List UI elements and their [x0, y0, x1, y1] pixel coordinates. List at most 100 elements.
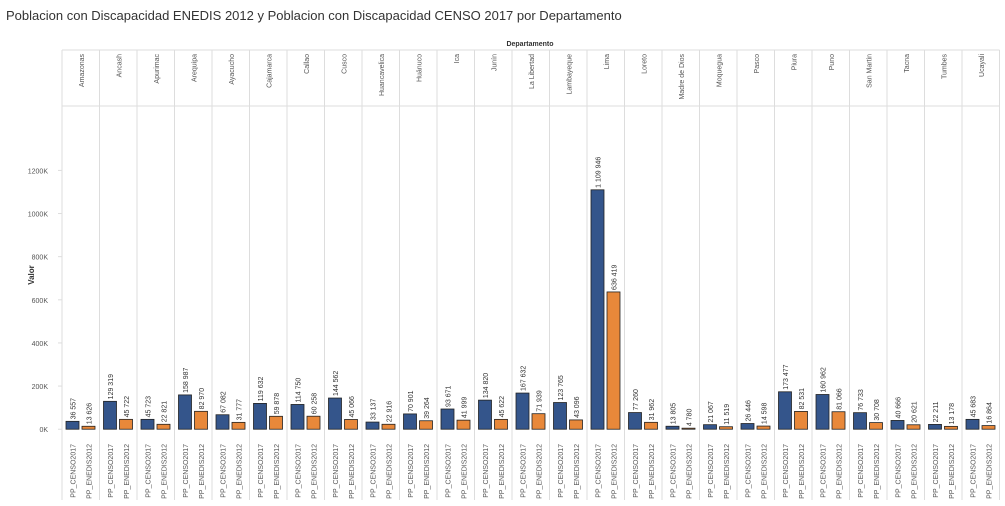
- bar: [419, 420, 433, 430]
- value-label: 26 446: [746, 400, 753, 422]
- bar: [890, 420, 905, 430]
- value-label: 123 765: [558, 375, 565, 400]
- x-tick-label: PP_CENSO2017: [371, 444, 378, 498]
- bar: [644, 421, 658, 430]
- department-label: Ayacucho: [229, 54, 236, 85]
- value-label: 160 962: [821, 367, 828, 392]
- x-tick-label: PP_ENEDIS2012: [537, 444, 544, 499]
- value-label: 20 621: [912, 401, 919, 423]
- x-tick-label: PP_ENEDIS2012: [499, 444, 506, 499]
- bar: [290, 404, 305, 430]
- value-label: 77 260: [633, 389, 640, 411]
- x-tick-label: PP_CENSO2017: [858, 444, 865, 498]
- bar: [269, 415, 283, 430]
- x-tick-label: PP_ENEDIS2012: [199, 444, 206, 499]
- x-tick-label: PP_ENEDIS2012: [799, 444, 806, 499]
- bar: [178, 394, 192, 430]
- bar: [403, 413, 417, 430]
- value-label: 82 970: [199, 388, 206, 410]
- bar: [215, 414, 230, 430]
- x-tick-label: PP_CENSO2017: [896, 444, 903, 498]
- x-tick-label: PP_ENEDIS2012: [349, 444, 356, 499]
- value-label: 67 082: [221, 391, 228, 413]
- y-tick-label: 600K: [32, 298, 49, 305]
- bar: [831, 411, 846, 430]
- department-label: Puno: [829, 54, 836, 70]
- value-label: 129 319: [108, 374, 115, 399]
- department-label: Tumbes: [941, 54, 948, 80]
- department-label: San Martin: [866, 54, 873, 88]
- value-label: 76 733: [858, 389, 865, 411]
- x-tick-label: PP_ENEDIS2012: [687, 444, 694, 499]
- x-tick-label: PP_CENSO2017: [596, 444, 603, 498]
- value-label: 81 066: [837, 388, 844, 410]
- department-label: Apurimac: [154, 54, 161, 84]
- x-tick-label: PP_CENSO2017: [671, 444, 678, 498]
- x-tick-label: PP_ENEDIS2012: [387, 444, 394, 499]
- bar: [740, 423, 755, 430]
- x-tick-label: PP_ENEDIS2012: [424, 444, 431, 499]
- column-header: Departamento: [506, 41, 553, 48]
- x-tick-label: PP_CENSO2017: [446, 444, 453, 498]
- bar: [381, 423, 396, 430]
- value-label: 173 477: [783, 364, 790, 389]
- x-tick-label: PP_CENSO2017: [183, 444, 190, 498]
- bar: [703, 424, 717, 430]
- x-tick-label: PP_ENEDIS2012: [874, 444, 881, 499]
- value-label: 13 626: [87, 403, 94, 425]
- x-tick-label: PP_CENSO2017: [483, 444, 490, 498]
- bar: [681, 427, 696, 430]
- x-tick-label: PP_CENSO2017: [821, 444, 828, 498]
- bar: [140, 418, 155, 430]
- bar: [815, 394, 830, 430]
- department-label: Huancavelica: [379, 54, 386, 96]
- value-label: 22 821: [162, 401, 169, 423]
- x-tick-label: PP_CENSO2017: [558, 444, 565, 498]
- x-tick-label: PP_CENSO2017: [71, 444, 78, 498]
- value-label: 45 622: [499, 396, 506, 418]
- value-label: 41 999: [462, 397, 469, 419]
- bar: [531, 413, 546, 430]
- bar: [606, 291, 621, 430]
- bar: [65, 420, 80, 430]
- bar: [794, 411, 808, 430]
- chart-title: Poblacion con Discapacidad ENEDIS 2012 y…: [6, 8, 622, 23]
- department-label: Ica: [454, 54, 461, 63]
- bar: [81, 425, 96, 430]
- y-tick-label: 400K: [32, 341, 49, 348]
- x-tick-label: PP_ENEDIS2012: [237, 444, 244, 499]
- bar: [719, 426, 733, 430]
- value-label: 30 708: [874, 399, 881, 421]
- bar: [440, 408, 455, 430]
- value-label: 14 598: [762, 403, 769, 425]
- x-tick-label: PP_CENSO2017: [971, 444, 978, 498]
- bar: [231, 421, 246, 430]
- x-tick-label: PP_CENSO2017: [633, 444, 640, 498]
- bar: [853, 412, 867, 430]
- bar: [981, 425, 996, 430]
- department-label: La Libertad: [529, 54, 536, 89]
- y-tick-label: 1000K: [28, 212, 49, 219]
- x-tick-label: PP_CENSO2017: [258, 444, 265, 498]
- value-label: 45 683: [971, 396, 978, 418]
- y-tick-label: 200K: [32, 384, 49, 391]
- x-tick-label: PP_ENEDIS2012: [462, 444, 469, 499]
- bar: [553, 402, 567, 430]
- value-label: 70 901: [408, 390, 415, 412]
- department-label: Junín: [491, 54, 498, 71]
- bar: [478, 399, 492, 430]
- bar: [494, 418, 508, 430]
- department-label: Lambayeque: [566, 54, 573, 95]
- bar: [965, 418, 980, 430]
- bar: [365, 421, 380, 430]
- x-tick-label: PP_CENSO2017: [933, 444, 940, 498]
- value-label: 134 820: [483, 373, 490, 398]
- value-label: 45 723: [146, 396, 153, 418]
- bar: [119, 418, 133, 430]
- value-label: 13 805: [671, 403, 678, 425]
- x-tick-label: PP_ENEDIS2012: [312, 444, 319, 499]
- department-label: Ancash: [116, 54, 123, 77]
- value-label: 36 557: [71, 398, 78, 420]
- bar: [906, 424, 921, 430]
